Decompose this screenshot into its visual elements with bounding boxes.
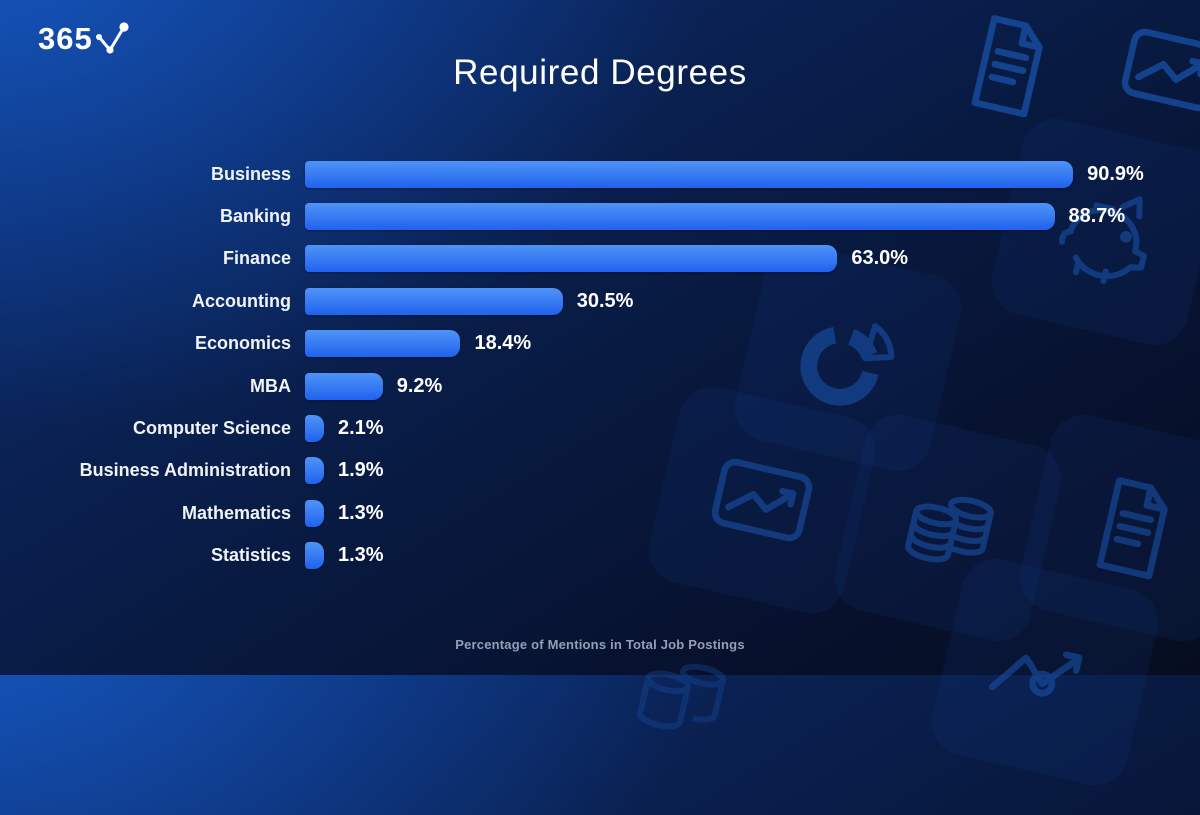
coins-icon [828, 408, 1068, 648]
bar [305, 330, 461, 358]
bar-label: MBA [250, 375, 291, 396]
document-icon [1013, 408, 1200, 648]
bar-label: Business Administration [79, 460, 291, 481]
bar [305, 203, 1055, 231]
bar [305, 542, 324, 570]
page-title: Required Degrees [453, 53, 747, 92]
bar-label: Banking [219, 206, 291, 227]
bar-row: Economics 18.4% [0, 323, 1200, 365]
bar-label: Business [210, 163, 291, 184]
donut-chart-icon [728, 238, 968, 478]
bar-row: Banking 88.7% [0, 195, 1200, 237]
bar-row: MBA 9.2% [0, 365, 1200, 407]
bar-row: Business Administration 1.9% [0, 450, 1200, 492]
bar-value: 30.5% [576, 289, 634, 312]
bar [305, 245, 838, 273]
bar-value: 18.4% [474, 332, 532, 355]
bar-row: Computer Science 2.1% [0, 407, 1200, 449]
piggy-bank-icon [985, 112, 1200, 352]
bar [305, 287, 563, 315]
trend-card-icon [1052, 0, 1200, 190]
bar-value: 90.9% [1087, 162, 1144, 185]
line-chart-check-icon [93, 22, 129, 61]
bar-row: Statistics 1.3% [0, 535, 1200, 577]
bar-value: 9.2% [396, 374, 443, 397]
bar [305, 457, 324, 485]
bar-label: Statistics [210, 545, 291, 566]
coins-icon [560, 575, 800, 815]
bar-row: Mathematics 1.3% [0, 492, 1200, 534]
bar-row: Finance 63.0% [0, 238, 1200, 280]
bar-value: 1.3% [338, 501, 384, 524]
bar [305, 372, 383, 400]
trend-line-icon [925, 552, 1165, 792]
bar-label: Computer Science [132, 418, 291, 439]
bar-label: Finance [222, 248, 291, 269]
brand-logo: 365 [38, 22, 129, 61]
chart-caption: Percentage of Mentions in Total Job Post… [455, 637, 745, 652]
trend-card-icon [642, 380, 882, 620]
brand-logo-text: 365 [38, 21, 93, 56]
bar-label: Accounting [192, 290, 291, 311]
bar [305, 415, 324, 443]
bar-row: Accounting 30.5% [0, 280, 1200, 322]
bar-value: 1.9% [338, 459, 384, 482]
document-icon [888, 0, 1128, 186]
bar-value: 1.3% [338, 544, 384, 567]
bar-value: 2.1% [338, 417, 384, 440]
bar-label: Economics [194, 333, 291, 354]
bar-value: 63.0% [851, 247, 909, 270]
bar [305, 499, 324, 527]
bar-row: Business 90.9% [0, 153, 1200, 195]
bar-chart: Business 90.9% Banking 88.7% Finance 63.… [0, 153, 1200, 577]
bar-label: Mathematics [181, 502, 291, 523]
bar [305, 160, 1074, 188]
bar-value: 88.7% [1068, 205, 1126, 228]
